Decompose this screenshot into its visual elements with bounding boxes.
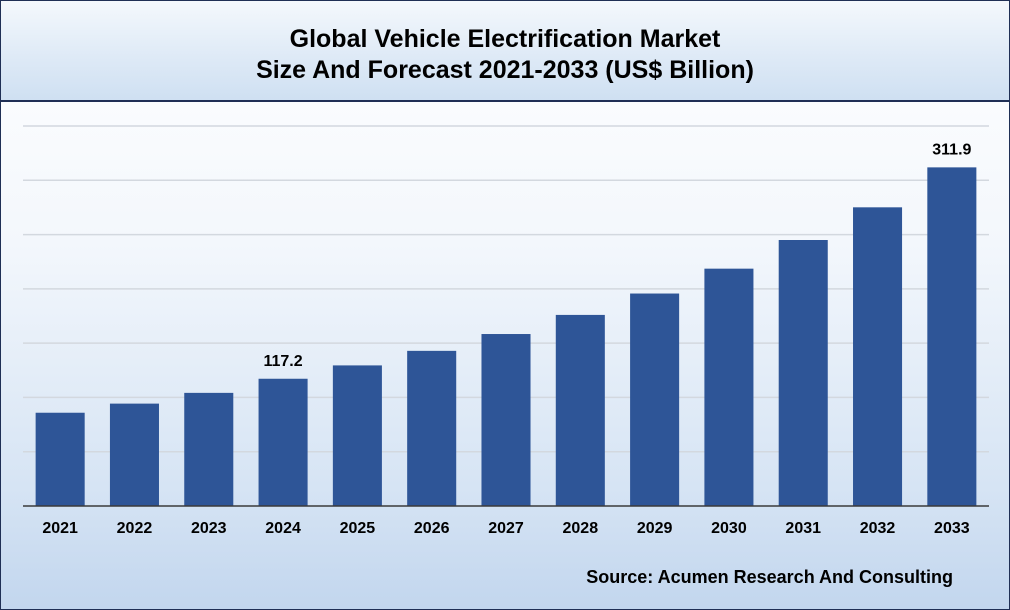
x-tick-label: 2025 (340, 520, 376, 537)
bar-2031 (778, 240, 828, 506)
bar-2024 (258, 378, 308, 506)
data-label: 311.9 (932, 141, 971, 158)
chart-title-line-1: Global Vehicle Electrification Market (289, 25, 721, 53)
bar-2028 (555, 314, 605, 506)
x-tick-label: 2022 (117, 520, 153, 537)
x-tick-label: 2024 (265, 520, 301, 537)
x-tick-label: 2023 (191, 520, 227, 537)
bars (35, 167, 977, 506)
data-label: 117.2 (263, 353, 302, 370)
bar-2023 (184, 392, 234, 506)
bar-2025 (332, 365, 382, 506)
source-note: Source: Acumen Research And Consulting (586, 567, 953, 587)
x-tick-label: 2032 (860, 520, 896, 537)
x-tick-label: 2031 (785, 520, 821, 537)
bar-2032 (853, 207, 903, 506)
bar-2030 (704, 268, 754, 506)
x-tick-labels: 2021 2022 2023 2024 2025 2026 2027 2028 2029 2030… (42, 520, 969, 537)
chart-title-line-2: Size And Forecast 2021-2033 (US$ Billion… (256, 56, 754, 84)
title-band: Global Vehicle Electrification Market Si… (1, 1, 1009, 102)
x-tick-label: 2028 (563, 520, 599, 537)
x-tick-label: 2027 (488, 520, 524, 537)
data-labels: 117.2 311.9 (263, 141, 971, 369)
x-tick-label: 2030 (711, 520, 747, 537)
bar-2029 (630, 293, 680, 506)
bar-2027 (481, 334, 531, 506)
x-tick-label: 2026 (414, 520, 450, 537)
bar-2033 (927, 167, 977, 506)
x-tick-label: 2029 (637, 520, 673, 537)
x-tick-label: 2033 (934, 520, 970, 537)
x-tick-label: 2021 (42, 520, 78, 537)
bar-2026 (407, 350, 457, 506)
bar-2022 (109, 403, 159, 506)
bar-2021 (35, 412, 85, 506)
